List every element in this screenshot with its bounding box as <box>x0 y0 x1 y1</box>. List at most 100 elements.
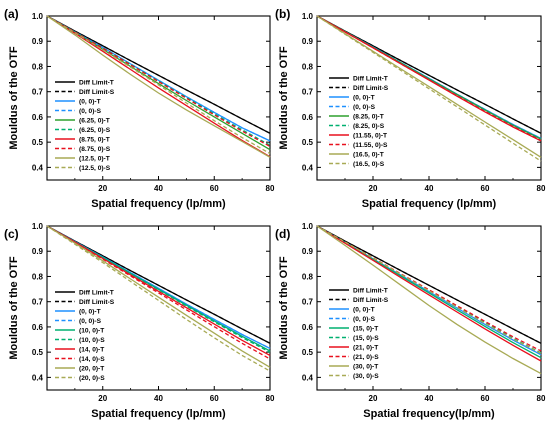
y-tick-label: 0.6 <box>302 113 314 122</box>
x-tick-label: 20 <box>369 394 378 403</box>
x-tick-label: 60 <box>481 184 490 193</box>
chart-panel-3: (d) 20 40 60 80 0.4 0.5 0.6 0.7 0.8 0.9 1.0 Spatial … <box>275 222 546 420</box>
y-tick-label: 0.5 <box>32 138 44 147</box>
y-tick-label: 0.9 <box>302 37 314 46</box>
y-tick-label: 0.6 <box>32 323 44 332</box>
y-tick-label: 0.9 <box>302 247 314 256</box>
y-tick-label: 0.5 <box>302 348 314 357</box>
x-tick-label: 40 <box>425 394 434 403</box>
y-tick-label: 1.0 <box>302 222 314 231</box>
panel-label: (c) <box>4 227 19 241</box>
y-tick-label: 0.5 <box>302 138 314 147</box>
legend-label: (20, 0)-T <box>79 365 104 372</box>
panel-label: (b) <box>275 7 290 21</box>
y-tick-label: 0.4 <box>302 373 314 382</box>
y-tick-label: 0.5 <box>32 348 44 357</box>
legend-label: (16.5, 0)-S <box>353 161 385 168</box>
panel-label: (a) <box>4 7 19 21</box>
x-tick-label: 20 <box>98 394 107 403</box>
y-tick-label: 0.7 <box>302 298 314 307</box>
y-tick-label: 0.7 <box>302 88 314 97</box>
y-axis-title: Mouldus of the OTF <box>8 46 20 150</box>
series-line-6 <box>316 225 542 362</box>
x-tick-label: 60 <box>210 394 219 403</box>
legend-label: (11.55, 0)-T <box>353 132 387 139</box>
series-line-4 <box>46 15 271 151</box>
legend-label: Diff Limit-S <box>79 299 115 306</box>
chart-panel-1: (b) 20 40 60 80 0.4 0.5 0.6 0.7 0.8 0.9 1.0 Spatial … <box>275 7 546 210</box>
legend-label: (6.25, 0)-T <box>79 117 110 124</box>
x-tick-label: 40 <box>425 184 434 193</box>
legend-label: (10, 0)-T <box>79 327 104 334</box>
y-tick-label: 0.6 <box>32 113 44 122</box>
legend-label: (21, 0)-T <box>353 344 378 351</box>
y-tick-label: 0.4 <box>32 373 44 382</box>
legend-label: (11.55, 0)-S <box>353 142 388 149</box>
y-tick-label: 0.8 <box>32 62 44 71</box>
y-axis-title: Mouldus of the OTF <box>278 256 290 360</box>
series-line-7 <box>46 15 271 147</box>
series-line-8 <box>46 225 271 368</box>
x-tick-label: 20 <box>369 184 378 193</box>
chart-panel-0: (a) 20 40 60 80 0.4 0.5 0.6 0.7 0.8 0.9 1.0 Spatial … <box>4 7 275 210</box>
x-tick-label: 80 <box>537 184 546 193</box>
y-tick-label: 0.6 <box>302 323 314 332</box>
legend-label: (0, 0)-T <box>79 308 101 315</box>
legend-label: Diff Limit-T <box>79 289 114 296</box>
legend-label: Diff Limit-S <box>353 297 389 304</box>
x-tick-label: 80 <box>266 184 275 193</box>
x-tick-label: 80 <box>266 394 275 403</box>
y-tick-label: 0.4 <box>32 163 44 172</box>
y-tick-label: 0.8 <box>302 62 314 71</box>
legend-label: (6.25, 0)-S <box>79 127 111 134</box>
y-tick-label: 0.4 <box>302 163 314 172</box>
legend-label: (14, 0)-T <box>79 346 104 353</box>
legend-label: Diff Limit-S <box>353 85 389 92</box>
series-line-1 <box>46 15 271 134</box>
x-axis-title: Spatial frequency (lp/mm) <box>362 198 497 210</box>
y-tick-label: 0.7 <box>32 88 44 97</box>
x-axis-title: Spatial frequency (lp/mm) <box>91 198 226 210</box>
series-line-8 <box>46 15 271 158</box>
series-line-9 <box>316 225 542 354</box>
legend-label: (12.5, 0)-T <box>79 155 110 162</box>
y-tick-label: 0.9 <box>32 37 44 46</box>
legend: Diff Limit-T Diff Limit-S (0, 0)-T (0, 0)-S… <box>55 289 115 382</box>
x-axis-title: Spatial frequency (lp/mm) <box>91 408 226 420</box>
series-line-9 <box>46 225 271 372</box>
legend-label: (16.5, 0)-T <box>353 151 384 158</box>
legend-label: (0, 0)-S <box>353 104 376 111</box>
legend-label: (12.5, 0)-S <box>79 165 111 172</box>
legend-label: (10, 0)-S <box>79 337 105 344</box>
legend-label: (8.75, 0)-S <box>79 146 111 153</box>
y-axis-title: Mouldus of the OTF <box>8 256 20 360</box>
x-tick-label: 40 <box>154 184 163 193</box>
legend-label: (0, 0)-T <box>79 98 101 105</box>
legend-label: (0, 0)-T <box>353 306 375 313</box>
chart-panel-2: (c) 20 40 60 80 0.4 0.5 0.6 0.7 0.8 0.9 1.0 Spatial … <box>4 222 275 420</box>
legend: Diff Limit-T Diff Limit-S (0, 0)-T (0, 0)-S… <box>329 287 389 380</box>
plot-frame <box>316 15 542 181</box>
legend-label: Diff Limit-T <box>353 287 388 294</box>
legend-label: Diff Limit-T <box>353 75 388 82</box>
series-line-8 <box>316 15 542 158</box>
legend-label: (0, 0)-S <box>79 108 102 115</box>
y-tick-label: 1.0 <box>32 222 44 231</box>
plot-frame <box>316 225 542 391</box>
series-line-7 <box>316 15 542 141</box>
x-axis-title: Spatial frequency(lp/mm) <box>363 408 495 420</box>
legend-label: (0, 0)-T <box>353 94 375 101</box>
legend-label: Diff Limit-T <box>79 79 114 86</box>
series-line-9 <box>46 15 271 155</box>
y-axis-title: Mouldus of the OTF <box>278 46 290 150</box>
y-tick-label: 0.8 <box>32 272 44 281</box>
series-line-7 <box>46 225 271 360</box>
legend: Diff Limit-T Diff Limit-S (0, 0)-T (0, 0)-S… <box>329 75 389 168</box>
series-line-3 <box>316 225 542 356</box>
legend-label: (30, 0)-S <box>353 373 379 380</box>
legend: Diff Limit-T Diff Limit-S (0, 0)-T (0, 0)-S… <box>55 79 115 172</box>
series-line-1 <box>316 225 542 344</box>
legend-label: (0, 0)-S <box>353 316 376 323</box>
